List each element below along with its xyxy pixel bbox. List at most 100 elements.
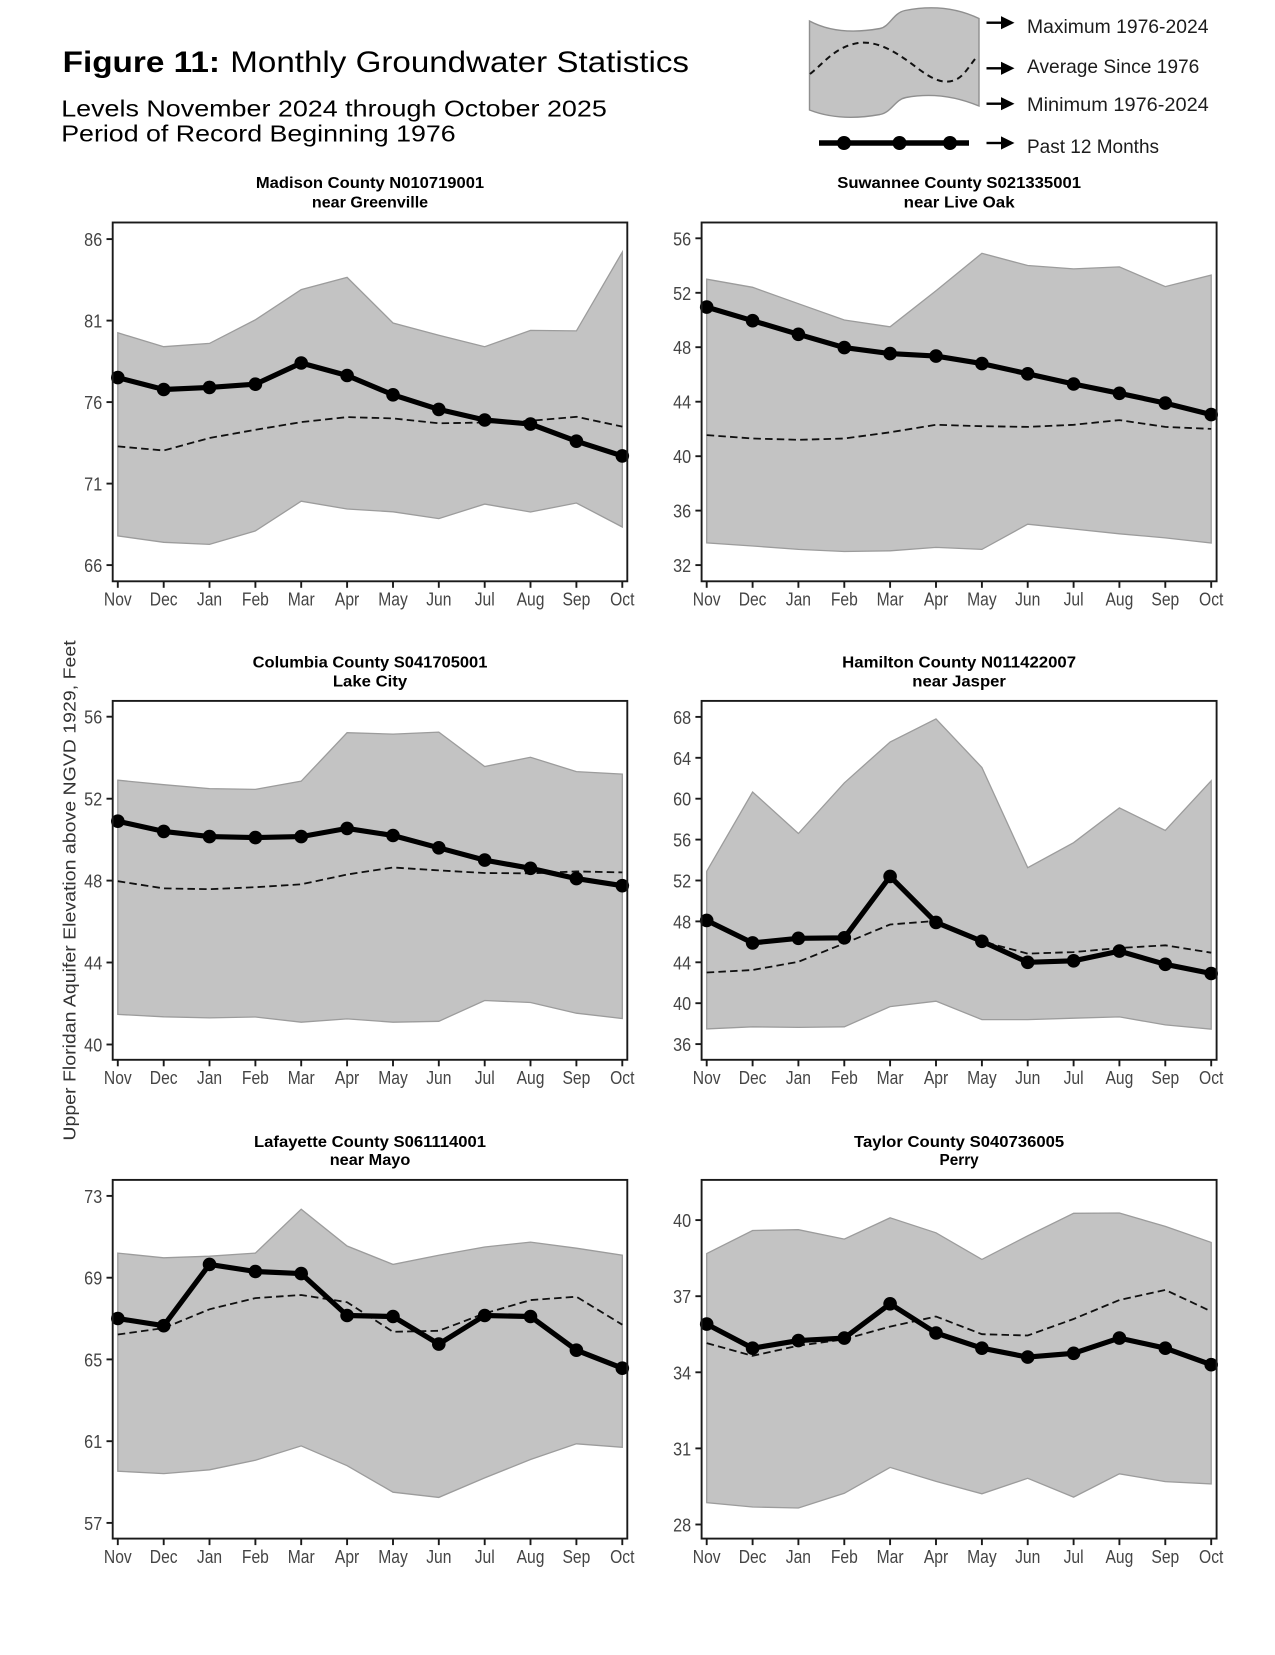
svg-text:Average Since 1976: Average Since 1976 <box>1027 57 1199 78</box>
svg-text:May: May <box>967 589 997 609</box>
svg-text:Aug: Aug <box>1105 589 1133 609</box>
svg-text:Jan: Jan <box>786 1068 811 1088</box>
svg-text:Jun: Jun <box>1015 1547 1040 1567</box>
svg-text:60: 60 <box>673 789 691 810</box>
svg-text:Jul: Jul <box>1064 589 1084 609</box>
svg-text:Sep: Sep <box>562 1547 590 1567</box>
svg-text:34: 34 <box>673 1362 691 1383</box>
svg-text:Feb: Feb <box>242 589 269 609</box>
svg-text:Columbia County S041705001: Columbia County S041705001 <box>253 655 488 671</box>
svg-text:Suwannee County S021335001: Suwannee County S021335001 <box>837 176 1081 192</box>
svg-text:Sep: Sep <box>1151 1068 1179 1088</box>
svg-text:Apr: Apr <box>924 589 949 609</box>
svg-text:Period of Record Beginning 197: Period of Record Beginning 1976 <box>61 122 455 148</box>
svg-text:44: 44 <box>673 952 691 973</box>
svg-text:Lafayette County S061114001: Lafayette County S061114001 <box>254 1135 486 1151</box>
svg-text:Oct: Oct <box>610 1547 635 1567</box>
svg-text:68: 68 <box>673 707 691 728</box>
svg-text:Mar: Mar <box>877 1068 904 1088</box>
svg-text:Oct: Oct <box>1199 1068 1224 1088</box>
svg-text:Maximum 1976-2024: Maximum 1976-2024 <box>1027 17 1209 38</box>
svg-text:Jun: Jun <box>426 589 451 609</box>
svg-text:Mar: Mar <box>288 1547 315 1567</box>
svg-text:Dec: Dec <box>150 1547 178 1567</box>
svg-text:Past 12 Months: Past 12 Months <box>1027 137 1159 158</box>
svg-text:40: 40 <box>84 1035 102 1056</box>
svg-text:61: 61 <box>84 1431 102 1452</box>
svg-text:36: 36 <box>673 1034 691 1055</box>
svg-text:Jun: Jun <box>1015 589 1040 609</box>
svg-text:Aug: Aug <box>517 589 545 609</box>
svg-text:Madison County N010719001: Madison County N010719001 <box>256 176 484 192</box>
svg-text:near Mayo: near Mayo <box>330 1152 411 1168</box>
svg-text:Apr: Apr <box>924 1547 949 1567</box>
svg-text:May: May <box>967 1547 997 1567</box>
svg-text:near Live Oak: near Live Oak <box>904 194 1015 211</box>
svg-text:Aug: Aug <box>517 1547 545 1567</box>
svg-text:Jul: Jul <box>475 1068 495 1088</box>
svg-text:Jun: Jun <box>426 1547 451 1567</box>
svg-text:Nov: Nov <box>104 1068 132 1088</box>
svg-text:May: May <box>378 589 408 609</box>
svg-text:66: 66 <box>84 555 102 576</box>
svg-text:48: 48 <box>84 871 102 892</box>
svg-text:56: 56 <box>673 228 691 249</box>
svg-text:Jan: Jan <box>197 1068 222 1088</box>
svg-text:65: 65 <box>84 1349 102 1370</box>
svg-text:37: 37 <box>673 1286 691 1307</box>
svg-text:Nov: Nov <box>693 589 721 609</box>
svg-text:Figure 11:: Figure 11: <box>63 44 220 78</box>
svg-text:36: 36 <box>673 501 691 522</box>
svg-text:40: 40 <box>673 446 691 467</box>
svg-text:40: 40 <box>673 993 691 1014</box>
svg-text:Jul: Jul <box>475 589 495 609</box>
svg-text:Apr: Apr <box>335 589 360 609</box>
svg-text:Jul: Jul <box>475 1547 495 1567</box>
svg-text:Dec: Dec <box>150 589 178 609</box>
svg-text:Apr: Apr <box>924 1068 949 1088</box>
svg-text:Hamilton County N011422007: Hamilton County N011422007 <box>842 654 1076 671</box>
svg-text:Upper Floridan Aquifer Elevati: Upper Floridan Aquifer Elevation above N… <box>59 640 79 1141</box>
svg-text:86: 86 <box>84 229 102 250</box>
svg-text:Levels November 2024 through O: Levels November 2024 through October 202… <box>61 96 607 122</box>
svg-text:52: 52 <box>673 871 691 892</box>
svg-text:Nov: Nov <box>104 589 132 609</box>
svg-text:Jun: Jun <box>426 1068 451 1088</box>
svg-text:52: 52 <box>673 283 691 304</box>
svg-text:Feb: Feb <box>242 1068 269 1088</box>
svg-text:near Jasper: near Jasper <box>912 674 1006 690</box>
svg-text:Dec: Dec <box>150 1068 178 1088</box>
svg-text:Jul: Jul <box>1064 1068 1084 1088</box>
svg-text:Perry: Perry <box>940 1152 980 1169</box>
svg-text:56: 56 <box>84 707 102 728</box>
svg-text:Feb: Feb <box>831 1068 858 1088</box>
svg-text:73: 73 <box>84 1186 102 1207</box>
svg-text:81: 81 <box>84 311 102 332</box>
svg-text:Nov: Nov <box>693 1547 721 1567</box>
svg-text:Jan: Jan <box>786 589 811 609</box>
svg-text:44: 44 <box>673 392 691 413</box>
svg-text:Oct: Oct <box>610 1068 635 1088</box>
svg-text:Nov: Nov <box>104 1547 132 1567</box>
svg-text:44: 44 <box>84 953 102 974</box>
svg-text:Dec: Dec <box>739 1547 767 1567</box>
svg-text:Oct: Oct <box>610 589 635 609</box>
svg-text:48: 48 <box>673 911 691 932</box>
svg-text:40: 40 <box>673 1210 691 1231</box>
svg-text:Aug: Aug <box>1105 1547 1133 1567</box>
svg-text:Jul: Jul <box>1064 1547 1084 1567</box>
svg-text:56: 56 <box>673 830 691 851</box>
svg-text:Dec: Dec <box>739 589 767 609</box>
svg-text:Mar: Mar <box>877 1547 904 1567</box>
svg-text:Jan: Jan <box>197 1547 222 1567</box>
svg-text:Jan: Jan <box>786 1547 811 1567</box>
svg-text:Oct: Oct <box>1199 589 1224 609</box>
svg-text:Apr: Apr <box>335 1547 360 1567</box>
svg-text:Aug: Aug <box>517 1068 545 1088</box>
svg-text:57: 57 <box>84 1513 102 1534</box>
svg-text:32: 32 <box>673 555 691 576</box>
svg-text:52: 52 <box>84 789 102 810</box>
svg-text:Feb: Feb <box>831 1547 858 1567</box>
svg-text:Mar: Mar <box>877 589 904 609</box>
svg-text:48: 48 <box>673 337 691 358</box>
